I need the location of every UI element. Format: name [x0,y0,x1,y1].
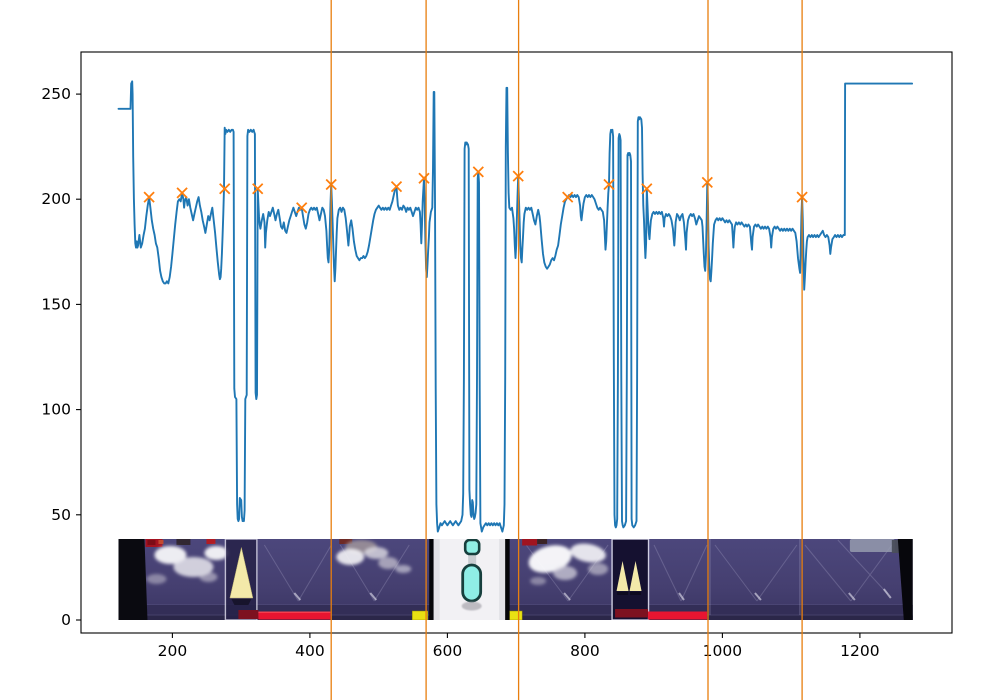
y-tick-label: 100 [41,401,71,419]
left-black-cap [118,539,148,620]
x-tick-label: 1200 [840,642,879,660]
peak-marker-x-icon [701,176,713,189]
peak-marker-x-icon [472,166,484,178]
cyan-capsule-panel [433,539,506,620]
yellow-tick-square-1 [411,610,428,620]
yellow-triangle-icon-2 [616,561,629,591]
frame-boundary-lines [709,539,801,615]
axis-ticks [76,93,861,638]
yellow-triangle-icon [229,547,254,599]
warning-triangle-panel [224,539,258,620]
red-progress-bar-2 [648,611,707,620]
smoke-smudge-cluster-2 [336,539,412,573]
peak-marker-x-icon [252,183,264,195]
x-tick-label: 600 [433,642,463,660]
smoke-smudge-cluster-1 [145,539,229,584]
peak-marker-x-icon [418,172,430,184]
y-tick-label: 200 [41,190,71,208]
diagonal-highlight-dashes [293,588,892,601]
panel-black-border-left [429,539,434,620]
peak-marker-x-icon [390,180,403,193]
axes-spines [80,51,953,634]
peak-marker-x-icon [296,202,308,214]
red-progress-bar-1 [258,611,331,620]
x-tick-label: 800 [570,642,600,660]
peak-marker-x-icon [641,183,653,195]
x-tick-label: 400 [295,642,325,660]
yellow-triangle-icon-3 [629,561,642,591]
peak-marker-x-icon [143,191,155,203]
y-tick-label: 150 [41,295,71,313]
peak-marker-x-icon [603,178,615,191]
double-triangle-panel [611,539,650,620]
x-tick-label: 1000 [703,642,742,660]
peak-marker-x-icon [219,183,231,195]
peak-marker-x-icon [562,191,574,203]
axis-tick-labels: 200 400 600 800 1000 1200 0 50 100 150 200 250 [41,85,879,660]
right-black-wedge [897,539,913,620]
cyan-capsule-bottom-icon [461,563,483,603]
gray-hud-rectangle [849,539,895,552]
y-tick-label: 250 [41,85,71,103]
y-tick-label: 50 [51,506,71,524]
dark-red-bar-2 [615,609,649,618]
embedded-frame-strip-image [118,539,913,620]
red-bar-highlight [258,611,331,613]
dark-red-bar-1 [238,610,259,619]
yellow-tick-square-2 [509,610,523,620]
peak-marker-x-icon [176,187,188,199]
y-tick-label: 0 [61,611,71,629]
event-vlines [330,0,803,700]
series-line-frame-mean-brightness [117,80,914,533]
panel-black-border-right [505,539,510,620]
smoke-smudge-cluster-3 [522,539,609,585]
lane-diagonal-lines [263,539,893,602]
cyan-capsule-top-icon [463,539,481,556]
x-tick-label: 200 [158,642,188,660]
